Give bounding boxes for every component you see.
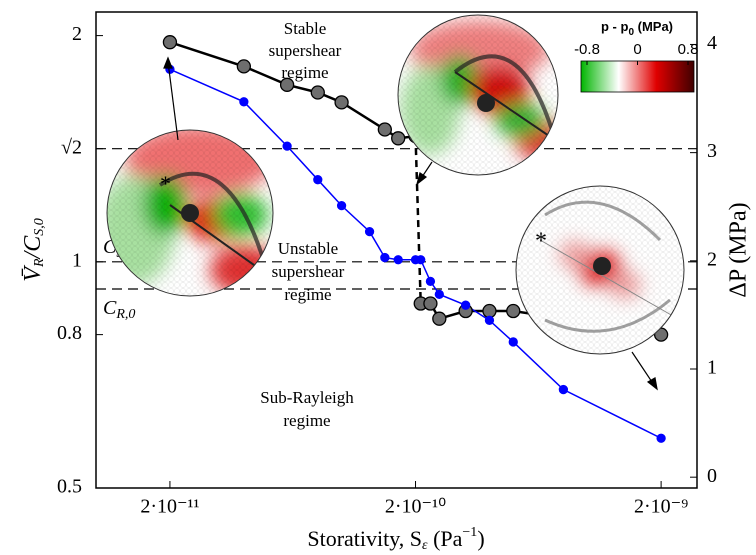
series-marker xyxy=(236,59,252,74)
series-marker xyxy=(461,300,471,310)
colorbar-title: p - p0 (MPa) xyxy=(601,19,673,37)
series-marker xyxy=(393,255,403,265)
y-tick-label: 0.8 xyxy=(57,322,82,344)
series-marker xyxy=(434,289,444,300)
reference-label-sub: R,0 xyxy=(115,307,135,322)
series-marker xyxy=(432,311,447,326)
series-marker xyxy=(162,35,178,50)
colorbar-tick-label: 0.8 xyxy=(678,41,699,58)
x-tick-label: 2·10⁻¹¹ xyxy=(140,496,199,518)
annotation: Sub-Rayleigh xyxy=(260,388,354,407)
x-tick-label: 2·10⁻¹⁰ xyxy=(385,496,446,518)
y-tick-label: √2 xyxy=(61,136,82,158)
inset-border xyxy=(106,129,274,297)
plot-frame xyxy=(95,11,698,489)
y-tick-label: 0.5 xyxy=(57,476,82,498)
arrows xyxy=(163,56,658,391)
series-marker xyxy=(310,85,325,100)
series-marker xyxy=(391,131,406,146)
series-marker xyxy=(282,141,292,151)
colorbar-tick-label: 0 xyxy=(633,41,641,58)
series-marker xyxy=(239,97,249,107)
nucleation-mark: * xyxy=(535,229,547,255)
series-marker xyxy=(364,226,375,237)
y2-tick-label: 0 xyxy=(707,465,717,487)
x-axis-label: Storativity, Sε (Pa−1) xyxy=(307,525,484,553)
y2-axis-label: ΔP (MPa) xyxy=(726,202,752,297)
annotation: Unstable xyxy=(278,239,338,258)
y2-tick-label: 4 xyxy=(707,32,717,54)
y-axis-label: V̄R/CS,0 xyxy=(20,218,48,281)
annotation: supershear xyxy=(272,262,345,281)
annotation: Stable xyxy=(284,19,327,38)
series-marker xyxy=(313,175,323,185)
series-marker xyxy=(380,252,390,263)
colorbar-bar xyxy=(580,60,695,93)
series-marker xyxy=(508,337,518,347)
nucleation-mark: * xyxy=(672,308,684,334)
reference-label-main: C xyxy=(103,297,117,319)
series-marker xyxy=(506,303,521,319)
y2-tick-label: 1 xyxy=(707,357,717,379)
series-marker xyxy=(336,200,347,211)
y2-tick-label: 2 xyxy=(707,248,717,270)
inset-border xyxy=(515,185,685,355)
inset-field-2 xyxy=(398,15,558,175)
series-marker xyxy=(656,433,666,443)
y-tick-label: 1 xyxy=(72,249,82,271)
series-marker xyxy=(558,384,569,395)
inset-field-1: * xyxy=(107,130,273,296)
annotation: supershear xyxy=(269,41,342,60)
y-tick-label: 2 xyxy=(72,23,82,45)
reference-label: CR,0 xyxy=(103,297,135,323)
inset-border xyxy=(397,14,559,176)
series-marker xyxy=(279,77,295,92)
x-tick-label: 2·10⁻⁹ xyxy=(634,496,688,518)
series-marker xyxy=(377,122,392,137)
annotation: regime xyxy=(281,63,328,82)
series-marker xyxy=(484,315,495,325)
series-marker xyxy=(482,303,497,319)
series-marker xyxy=(334,95,349,110)
y2-tick-label: 3 xyxy=(707,140,717,162)
series-marker xyxy=(423,296,438,311)
colorbar-tick-label: -0.8 xyxy=(574,41,600,58)
series-marker xyxy=(425,276,436,287)
annotation: regime xyxy=(283,411,330,430)
nucleation-mark: * xyxy=(160,171,171,196)
series-marker xyxy=(416,255,426,265)
inset-field-3: * * xyxy=(516,186,684,354)
annotation: regime xyxy=(284,285,331,304)
jump-line xyxy=(414,136,422,304)
colorbar: -0.8 0 0.8 xyxy=(574,41,699,93)
